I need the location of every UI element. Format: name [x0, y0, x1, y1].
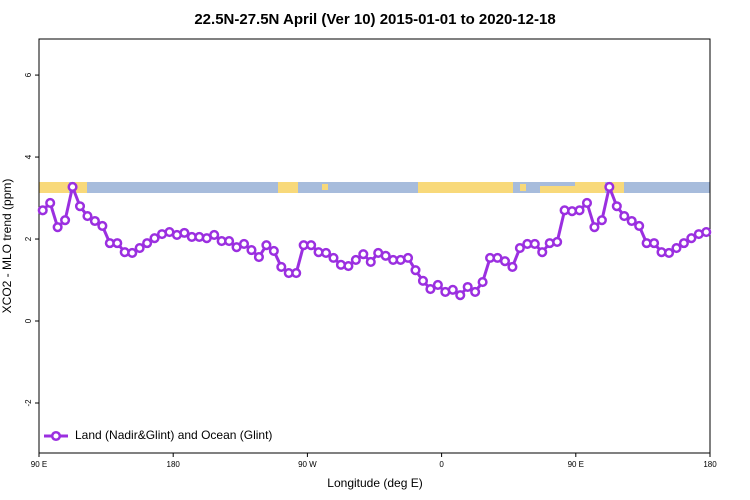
data-point	[552, 236, 563, 247]
data-point	[417, 275, 429, 286]
data-point	[529, 238, 540, 250]
data-point	[328, 252, 339, 263]
data-point	[112, 238, 123, 249]
data-point	[209, 229, 220, 240]
data-point	[611, 201, 622, 212]
data-point	[626, 215, 637, 227]
data-point	[649, 238, 660, 249]
data-point	[410, 265, 421, 276]
map-strip	[39, 182, 710, 193]
data-point	[52, 222, 63, 233]
y-axis-label: XCO2 - MLO trend (ppm)	[0, 179, 14, 314]
x-tick-label: 180	[703, 460, 717, 469]
data-point	[343, 261, 354, 272]
data-point	[238, 238, 250, 250]
data-point	[350, 254, 361, 265]
data-point	[253, 252, 264, 263]
x-tick-label: 90 W	[298, 460, 317, 469]
x-tick-label: 90 E	[31, 460, 47, 469]
data-point	[179, 227, 190, 238]
data-point	[589, 222, 600, 233]
legend-marker	[50, 430, 62, 442]
data-point	[537, 247, 548, 258]
y-tick-label: 2	[24, 236, 33, 241]
data-point	[514, 242, 525, 254]
data-point	[596, 215, 607, 226]
series-line	[41, 181, 707, 298]
legend-label: Land (Nadir&Glint) and Ocean (Glint)	[75, 428, 272, 442]
data-point	[224, 236, 235, 247]
data-point	[477, 277, 488, 288]
data-point	[671, 242, 682, 254]
data-point	[67, 181, 78, 193]
data-point	[462, 281, 473, 293]
data-point	[82, 211, 93, 222]
data-point	[619, 211, 630, 222]
data-point	[149, 233, 160, 244]
data-point	[60, 215, 71, 226]
data-point	[365, 256, 376, 268]
data-point	[142, 238, 153, 249]
data-point	[604, 181, 615, 193]
data-point	[686, 233, 697, 244]
y-tick-label: -2	[24, 399, 33, 407]
data-point	[499, 256, 511, 267]
data-point	[432, 279, 443, 290]
plot-frame	[38, 38, 711, 454]
data-point	[425, 283, 436, 295]
chart-title: 22.5N-27.5N April (Ver 10) 2015-01-01 to…	[194, 11, 555, 28]
data-point	[276, 261, 287, 272]
data-point	[97, 220, 108, 231]
data-point	[261, 240, 272, 251]
y-tick-label: 4	[24, 154, 33, 159]
data-point	[581, 197, 593, 209]
data-point	[291, 268, 302, 279]
data-point	[380, 250, 391, 261]
y-tick-label: 6	[24, 72, 33, 77]
data-point	[74, 201, 86, 212]
data-point	[37, 205, 48, 216]
data-point	[455, 290, 466, 301]
x-axis-label: Longitude (deg E)	[327, 476, 422, 490]
data-point	[45, 197, 56, 209]
data-point	[320, 247, 332, 259]
data-point	[134, 242, 145, 254]
data-point	[358, 249, 369, 260]
data-point	[574, 205, 585, 216]
x-tick-label: 90 E	[568, 460, 584, 469]
data-point	[447, 284, 458, 295]
data-point	[470, 286, 481, 297]
y-tick-label: 0	[24, 318, 33, 323]
data-point	[127, 247, 138, 259]
x-tick-label: 0	[439, 460, 444, 469]
data-point	[634, 220, 645, 231]
data-point	[268, 245, 279, 256]
data-point	[678, 238, 689, 249]
data-point	[663, 247, 675, 259]
data-point	[403, 252, 414, 263]
data-point	[89, 215, 100, 227]
data-point	[701, 227, 712, 238]
x-tick-label: 180	[167, 460, 181, 469]
data-point	[246, 245, 257, 256]
data-point	[306, 240, 317, 251]
data-point	[507, 261, 518, 272]
